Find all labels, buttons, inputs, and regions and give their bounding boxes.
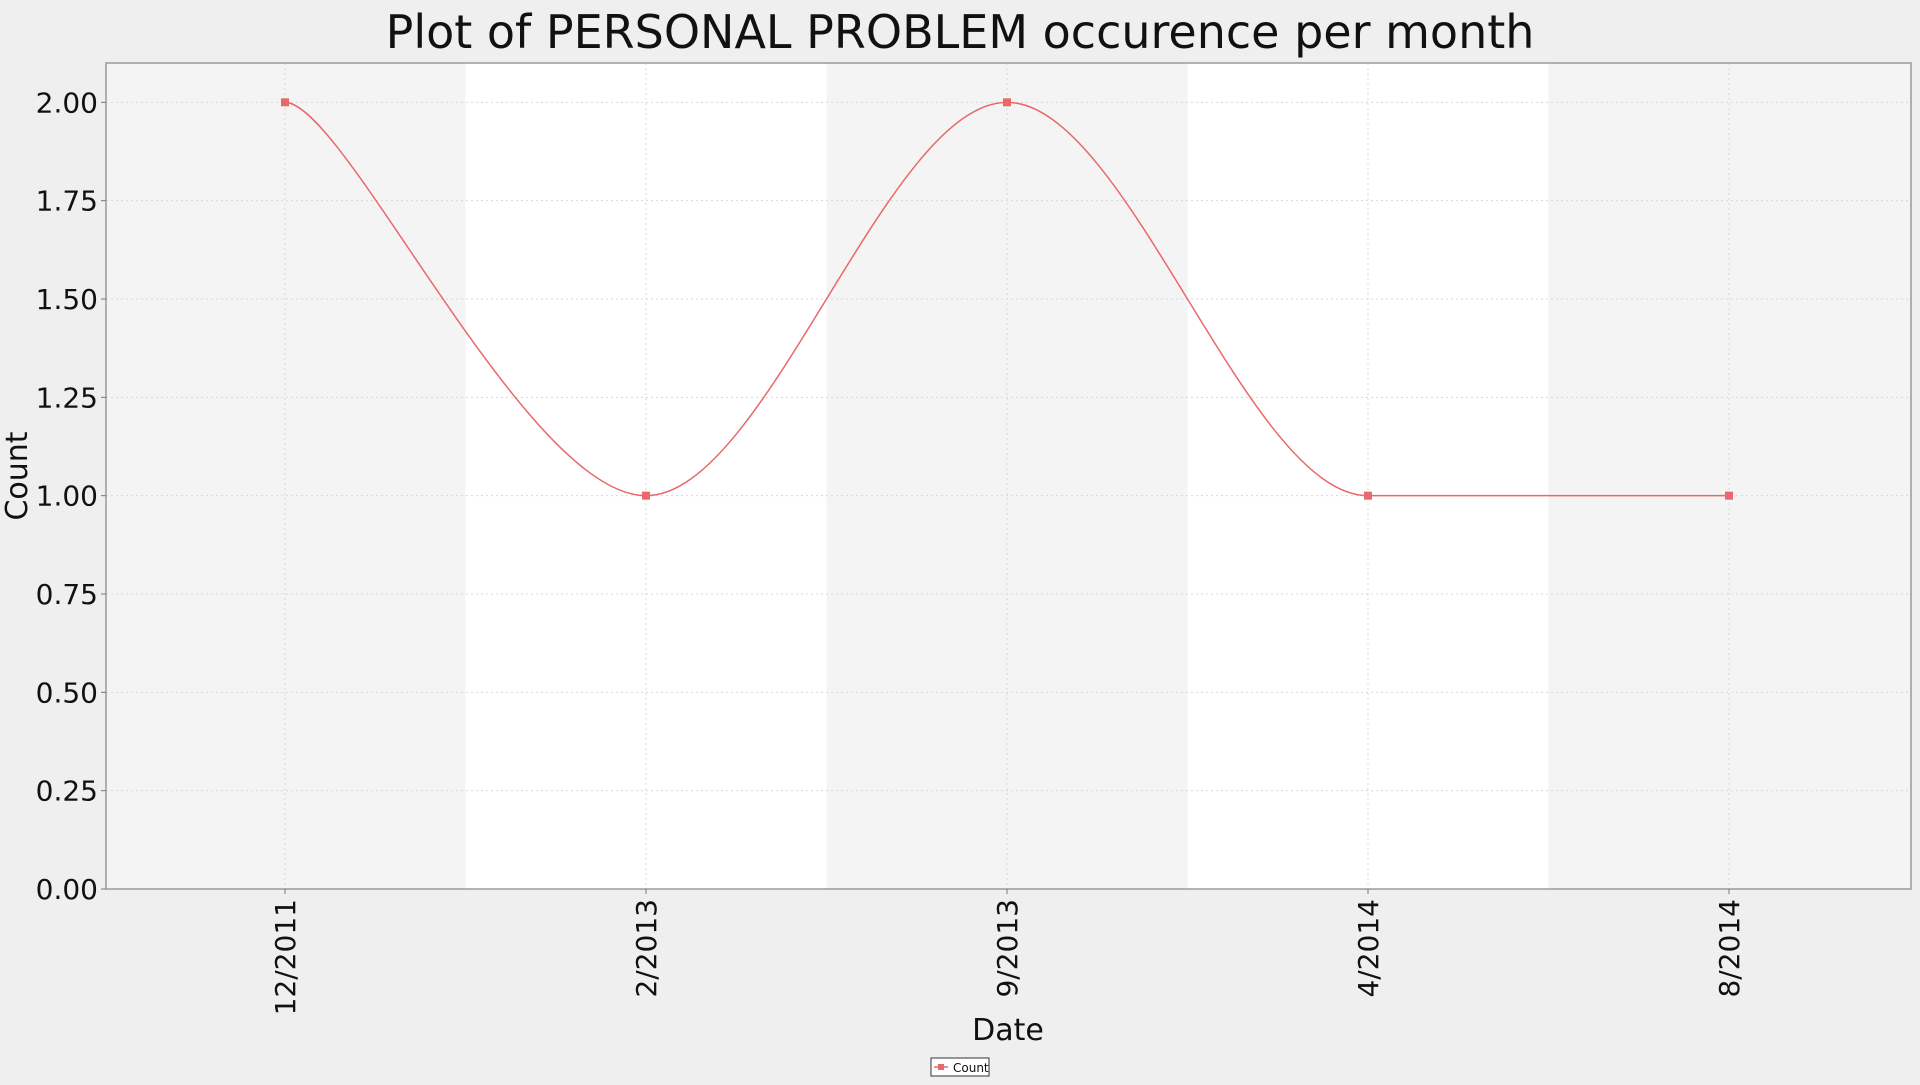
x-tick-label: 9/2013 [991,899,1024,998]
y-tick-label: 0.75 [36,578,98,611]
y-tick-label: 2.00 [36,86,98,119]
y-tick-label: 0.50 [36,676,98,709]
x-axis-label: Date [972,1013,1044,1048]
x-tick-label: 4/2014 [1352,899,1385,998]
y-tick-label: 0.00 [36,873,98,906]
y-tick-label: 1.00 [36,480,98,513]
plot-area-border [105,62,1912,890]
y-axis-ticks: 0.00 0.25 0.50 0.75 1.00 1.25 1.50 1.75 2.00 [36,86,106,906]
data-point-2 [642,491,650,500]
plot-band-1 [106,63,466,889]
plot-band-4 [1187,63,1549,889]
series-line-1 [284,101,1730,497]
y-tick-label: 1.50 [36,283,98,316]
x-tick-label: 8/2014 [1713,899,1746,998]
legend-entry-count: Count [953,1061,989,1075]
data-point-3 [1003,98,1011,107]
chart-title: Plot of PERSONAL PROBLEM occurence per m… [386,5,1535,59]
plot-band-3 [826,63,1188,889]
x-axis-ticks: 12/2011 2/2013 9/2013 4/2014 8/2014 [269,889,1746,1015]
legend: Count [930,1057,990,1077]
y-axis-label: Count [0,431,35,520]
legend-box [930,1057,990,1077]
x-tick-label: 12/2011 [269,899,302,1015]
data-point-5 [1725,491,1733,500]
y-tick-label: 1.75 [36,185,98,218]
y-tick-label: 0.25 [36,775,98,808]
series-layer [281,98,1733,500]
data-point-1 [281,98,289,107]
plot-band-5 [1548,63,1911,889]
legend-series-marker [938,1064,944,1070]
y-tick-label: 1.25 [36,381,98,414]
x-tick-label: 2/2013 [630,899,663,998]
plot-bands [106,63,1911,889]
data-point-4 [1364,491,1372,500]
plot-band-2 [465,63,827,889]
